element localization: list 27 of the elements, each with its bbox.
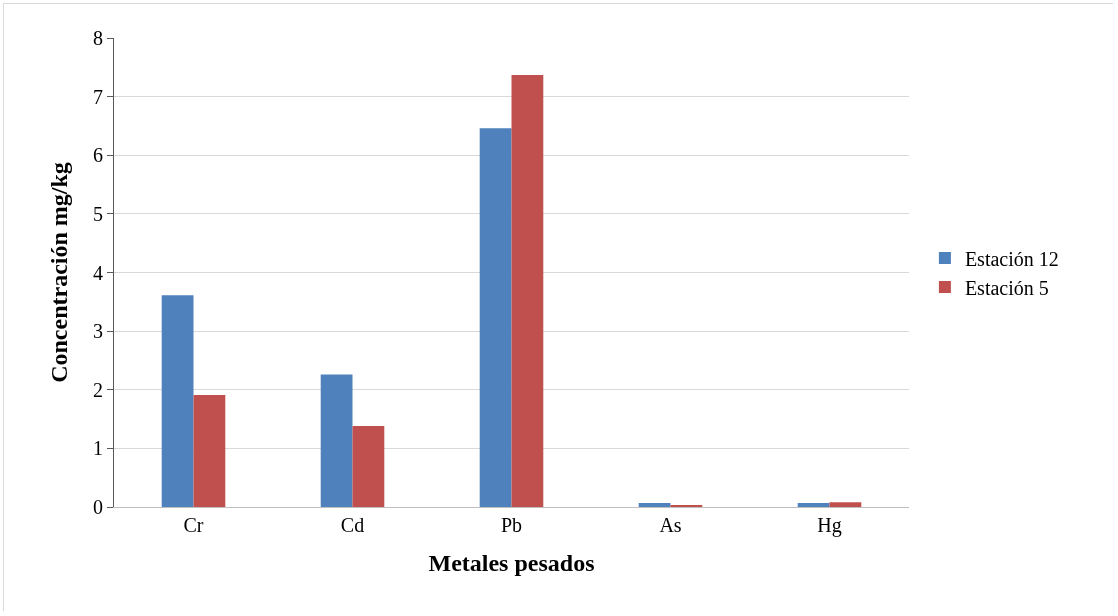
x-tick-label: Hg: [817, 514, 842, 537]
bar: [352, 426, 385, 507]
y-tick-label: 1: [93, 437, 103, 460]
bar: [638, 502, 671, 507]
x-tick-label: Pb: [500, 514, 523, 536]
x-axis-title: Metales pesados: [428, 550, 595, 577]
legend-label: Estación 12: [964, 247, 1059, 270]
bar: [797, 502, 830, 507]
legend-label: Estación 5: [964, 276, 1049, 299]
y-tick-label: 0: [93, 496, 103, 518]
bar: [829, 502, 862, 507]
bar: [511, 74, 544, 507]
bar: [193, 395, 226, 507]
x-tick-label: As: [659, 514, 682, 536]
y-tick-label: 2: [93, 378, 103, 401]
x-tick-label: Cd: [340, 514, 365, 536]
bar: [479, 128, 512, 507]
y-axis-title: Concentración mg/kg: [46, 162, 73, 383]
y-tick-label: 4: [93, 261, 103, 284]
y-tick-label: 8: [93, 27, 103, 49]
x-tick-label: Cr: [183, 514, 204, 536]
y-tick-label: 3: [93, 320, 103, 343]
y-tick-label: 7: [93, 85, 103, 108]
bar: [320, 374, 353, 507]
y-tick-label: 6: [93, 144, 103, 167]
bar: [161, 295, 194, 507]
y-tick-label: 5: [93, 202, 103, 225]
